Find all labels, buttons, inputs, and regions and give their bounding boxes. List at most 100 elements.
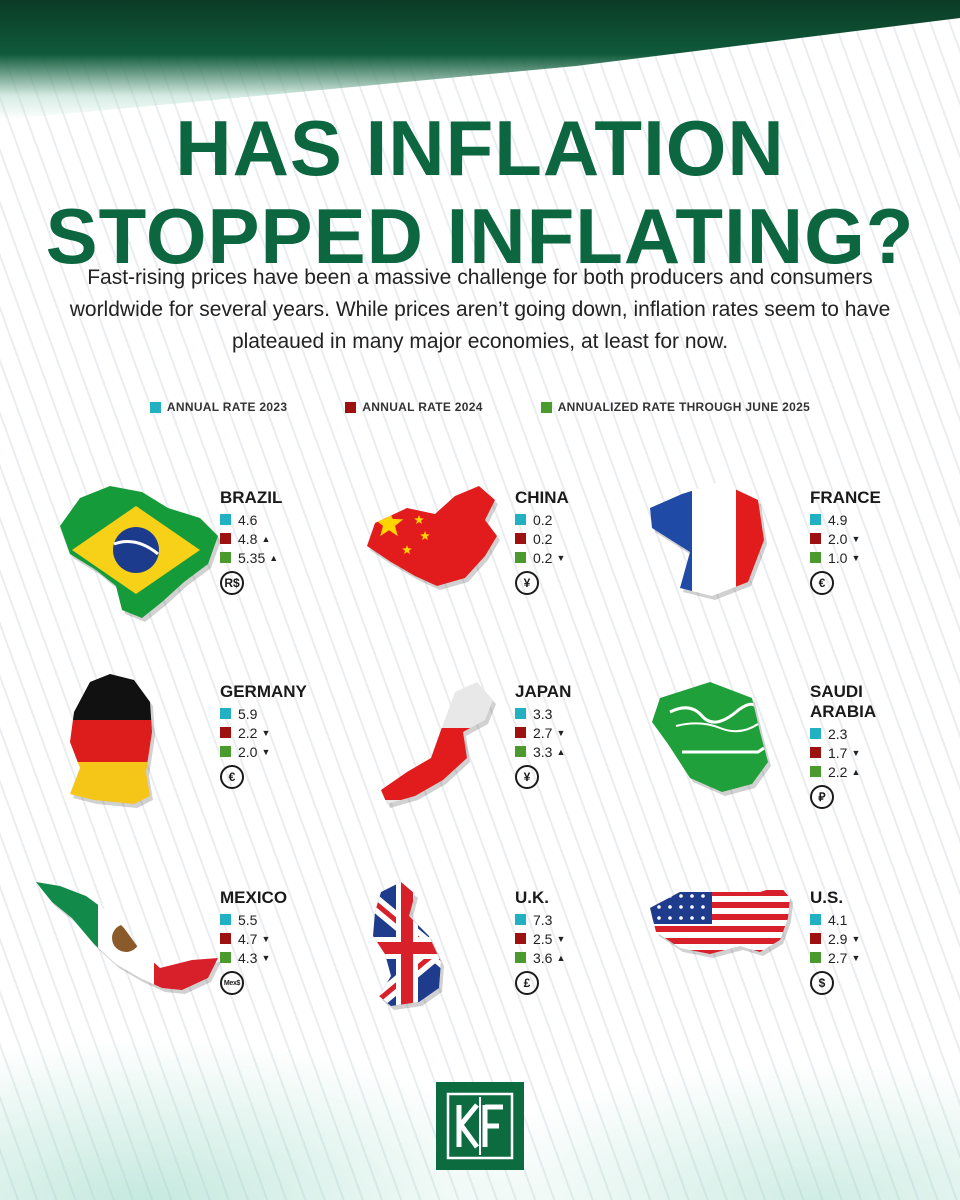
legend-swatch-2024	[345, 401, 357, 413]
arrow-up-icon: ▲	[556, 746, 566, 757]
rate-swatch	[515, 514, 526, 525]
flag-stripe	[650, 938, 790, 944]
flag-star	[690, 916, 694, 920]
flag-star	[679, 916, 683, 920]
legend-label-2023: ANNUAL RATE 2023	[166, 400, 288, 414]
arrow-up-icon: ▲	[269, 552, 279, 563]
flag-fill-germany	[70, 674, 152, 804]
country-card-uk: U.K. 7.3 2.5 ▼ 3.6 ▲ £	[345, 878, 645, 1058]
flag-stripe	[640, 956, 810, 962]
legend-item-2025: ANNUALIZED RATE THROUGH JUNE 2025	[540, 397, 811, 417]
flag-star	[646, 905, 650, 909]
flag-star	[657, 916, 661, 920]
country-name: CHINA	[515, 488, 569, 507]
flag-white-band	[692, 482, 736, 596]
rate-row-annualized-rate-through-june-2025: 2.2 ▲	[810, 762, 940, 781]
flag-star	[668, 886, 672, 887]
rate-swatch	[810, 933, 821, 944]
country-card-us: U.S. 4.1 2.9 ▼ 2.7 ▼ $	[640, 878, 940, 1058]
rate-value: 0.2	[533, 530, 553, 547]
flag-star-small	[420, 531, 430, 540]
flag-emblem	[112, 924, 140, 952]
legend-label-2024: ANNUAL RATE 2024	[362, 400, 483, 414]
rate-value: 0.2	[533, 511, 553, 528]
country-map-germany	[70, 674, 155, 808]
flag-band	[113, 540, 159, 556]
flag-stripe	[650, 890, 790, 896]
flag-blue-band	[650, 482, 692, 596]
page-title: HAS INFLATION STOPPED INFLATING?	[0, 104, 960, 280]
rate-swatch	[515, 933, 526, 944]
rate-value: 4.1	[828, 911, 848, 928]
country-card-china: CHINA 0.2 0.2 0.2 ▼ ¥	[345, 478, 645, 658]
country-map-china	[367, 486, 500, 590]
rate-value: 2.0	[828, 530, 848, 547]
flag-star	[657, 905, 661, 909]
rate-value: 5.35	[238, 549, 266, 566]
country-map-uk	[373, 882, 444, 1010]
rate-value: 2.9	[828, 930, 848, 947]
rate-swatch	[810, 728, 821, 739]
country-stats: JAPAN 3.3 2.7 ▼ 3.3 ▲ ¥	[515, 682, 645, 789]
rate-swatch	[220, 708, 231, 719]
arrow-down-icon: ▼	[261, 952, 271, 963]
arrow-down-icon: ▼	[851, 933, 861, 944]
flag-star	[690, 905, 694, 909]
country-map-saudi	[652, 682, 771, 796]
flag-star	[679, 894, 683, 898]
currency-icon: ¥	[515, 571, 539, 595]
country-card-saudi: SAUDI ARABIA 2.3 1.7 ▼ 2.2 ▲ ⃁	[640, 672, 940, 852]
country-stats: U.S. 4.1 2.9 ▼ 2.7 ▼ $	[810, 888, 940, 995]
rate-swatch	[515, 952, 526, 963]
subtitle: Fast-rising prices have been a massive c…	[69, 266, 891, 353]
rate-row-annual-rate-2024: 2.2 ▼	[220, 723, 350, 742]
flag-fill-brazil	[60, 486, 218, 618]
currency-icon: ⃁	[810, 785, 834, 809]
rate-swatch	[810, 914, 821, 925]
country-map-france	[650, 482, 767, 600]
flag-star	[701, 916, 705, 920]
flag-star	[679, 905, 683, 909]
rate-value: 2.3	[828, 725, 848, 742]
flag-star	[646, 916, 650, 920]
country-map-us	[640, 886, 810, 962]
flag-stripe	[650, 932, 790, 938]
rate-swatch	[220, 533, 231, 544]
flag-fill-saudi	[652, 682, 768, 792]
flag-star-large	[374, 509, 404, 537]
flag-stripe	[650, 920, 790, 926]
rate-swatch	[810, 747, 821, 758]
flag-star	[668, 894, 672, 898]
flag-star	[690, 886, 694, 887]
country-card-brazil: BRAZIL 4.6 4.8 ▲ 5.35 ▲ R$	[50, 478, 350, 658]
rate-row-annual-rate-2024: 2.7 ▼	[515, 723, 645, 742]
rate-value: 7.3	[533, 911, 553, 928]
flag-stripe	[650, 944, 790, 950]
flag-star	[657, 894, 661, 898]
rate-swatch	[810, 766, 821, 777]
country-card-japan: JAPAN 3.3 2.7 ▼ 3.3 ▲ ¥	[345, 672, 645, 852]
rate-row-annualized-rate-through-june-2025: 5.35 ▲	[220, 548, 350, 567]
rate-value: 3.6	[533, 949, 553, 966]
flag-fill-us	[640, 886, 810, 962]
country-card-germany: GERMANY 5.9 2.2 ▼ 2.0 ▼ €	[50, 672, 350, 852]
rate-row-annual-rate-2023: 3.3	[515, 704, 645, 723]
country-map-japan	[381, 682, 496, 808]
legend-swatch-2025	[540, 401, 552, 413]
rate-swatch	[810, 533, 821, 544]
rate-row-annualized-rate-through-june-2025: 3.3 ▲	[515, 742, 645, 761]
rate-row-annual-rate-2024: 1.7 ▼	[810, 743, 940, 762]
legend-label-2025: ANNUALIZED RATE THROUGH JUNE 2025	[557, 400, 811, 414]
rate-row-annualized-rate-through-june-2025: 3.6 ▲	[515, 948, 645, 967]
currency-icon: €	[220, 765, 244, 789]
country-name: BRAZIL	[220, 488, 283, 507]
rate-row-annual-rate-2023: 2.3	[810, 724, 940, 743]
arrow-up-icon: ▲	[261, 533, 271, 544]
rate-row-annual-rate-2023: 4.9	[810, 510, 940, 529]
rate-row-annualized-rate-through-june-2025: 2.0 ▼	[220, 742, 350, 761]
rate-value: 0.2	[533, 549, 553, 566]
country-map-brazil	[60, 486, 220, 622]
country-name: FRANCE	[810, 488, 881, 507]
arrow-down-icon: ▼	[261, 746, 271, 757]
rate-value: 4.6	[238, 511, 258, 528]
